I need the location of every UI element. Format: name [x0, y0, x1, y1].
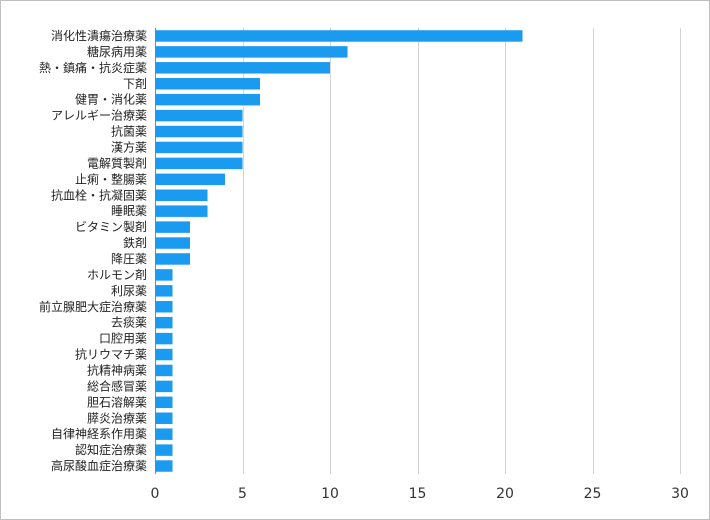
category-label: ホルモン剤 [87, 267, 147, 282]
x-tick-label: 5 [238, 486, 247, 502]
bar [155, 460, 173, 472]
x-tick-label: 25 [584, 486, 602, 502]
category-label: 去痰薬 [111, 315, 147, 330]
bar [155, 157, 243, 170]
bar [155, 46, 348, 58]
category-label: 降圧薬 [111, 252, 147, 266]
category-label: 総合感冒薬 [87, 378, 147, 393]
category-label: 利尿薬 [111, 284, 147, 298]
bar [155, 444, 173, 456]
category-label: ビタミン製剤 [75, 219, 147, 234]
bar [155, 141, 243, 154]
bar [155, 380, 173, 393]
category-label: 下剤 [123, 76, 147, 91]
bar [155, 109, 243, 122]
category-label: 鉄剤 [123, 235, 147, 250]
category-label: 自律神経系作用薬 [51, 427, 147, 441]
category-label: 健胃・消化薬 [75, 93, 147, 107]
category-label: 口腔用薬 [99, 331, 147, 346]
x-tick-label: 15 [409, 486, 427, 502]
category-label: 抗リウマチ薬 [75, 347, 147, 362]
bar [155, 301, 173, 313]
bar [155, 364, 173, 377]
category-label: 漢方薬 [111, 139, 147, 154]
bar [155, 78, 260, 90]
x-tick-labels: 0 5 10 15 20 25 30 [151, 486, 689, 502]
bar [155, 316, 173, 329]
bars [155, 30, 523, 472]
category-label: 抗菌薬 [111, 124, 147, 139]
x-tick-label: 30 [671, 486, 689, 502]
category-label: 胆石溶解薬 [87, 394, 147, 409]
category-label: 膵炎治療薬 [87, 411, 147, 425]
category-label: 電解質製剤 [87, 155, 147, 170]
category-label: 消化性潰瘍治療薬 [51, 28, 147, 43]
bar [155, 396, 173, 409]
bar [155, 221, 190, 233]
bar [155, 62, 330, 74]
category-label: アレルギー治療薬 [51, 109, 147, 123]
category-label: 止痢・整腸薬 [75, 171, 147, 186]
category-label: 糖尿病用薬 [87, 44, 147, 59]
bar [155, 348, 173, 361]
bar [155, 205, 208, 217]
category-labels: 消化性潰瘍治療薬糖尿病用薬熱・鎮痛・抗炎症薬下剤健胃・消化薬アレルギー治療薬抗菌… [39, 28, 147, 473]
bar [155, 412, 173, 424]
category-label: 前立腺肥大症治療薬 [39, 299, 147, 314]
category-label: 抗血栓・抗凝固薬 [51, 187, 147, 202]
category-label: 認知症治療薬 [75, 442, 147, 457]
bar [155, 173, 225, 186]
bar [155, 269, 173, 281]
bar [155, 253, 190, 265]
category-label: 熱・鎮痛・抗炎症薬 [39, 60, 147, 75]
x-tick-label: 20 [496, 486, 514, 502]
bar [155, 428, 173, 440]
bar [155, 237, 190, 249]
bar [155, 93, 260, 106]
bar [155, 332, 173, 345]
x-tick-label: 10 [321, 486, 339, 502]
category-label: 高尿酸血症治療薬 [51, 458, 147, 473]
bar [155, 285, 173, 297]
bar [155, 189, 208, 201]
bar [155, 30, 523, 42]
x-tick-label: 0 [151, 486, 160, 502]
bar [155, 125, 243, 138]
category-label: 抗精神病薬 [87, 362, 147, 377]
category-label: 睡眠薬 [111, 204, 147, 218]
